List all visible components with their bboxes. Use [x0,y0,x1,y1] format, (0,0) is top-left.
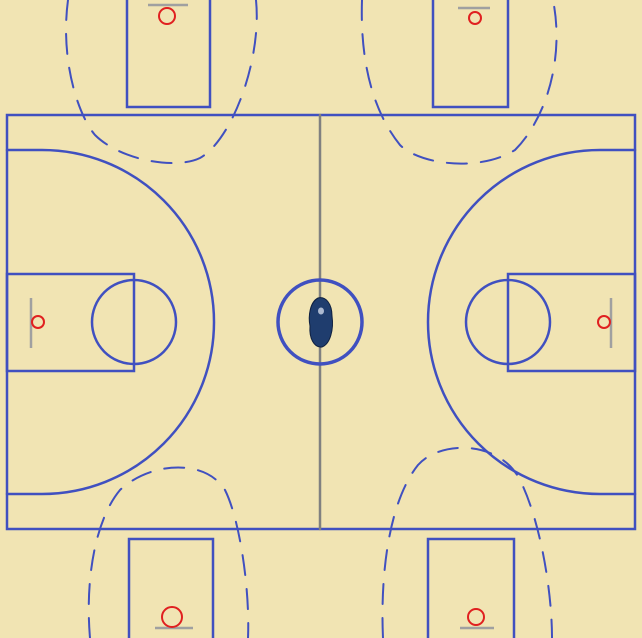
player-figure-icon[interactable] [309,298,332,347]
